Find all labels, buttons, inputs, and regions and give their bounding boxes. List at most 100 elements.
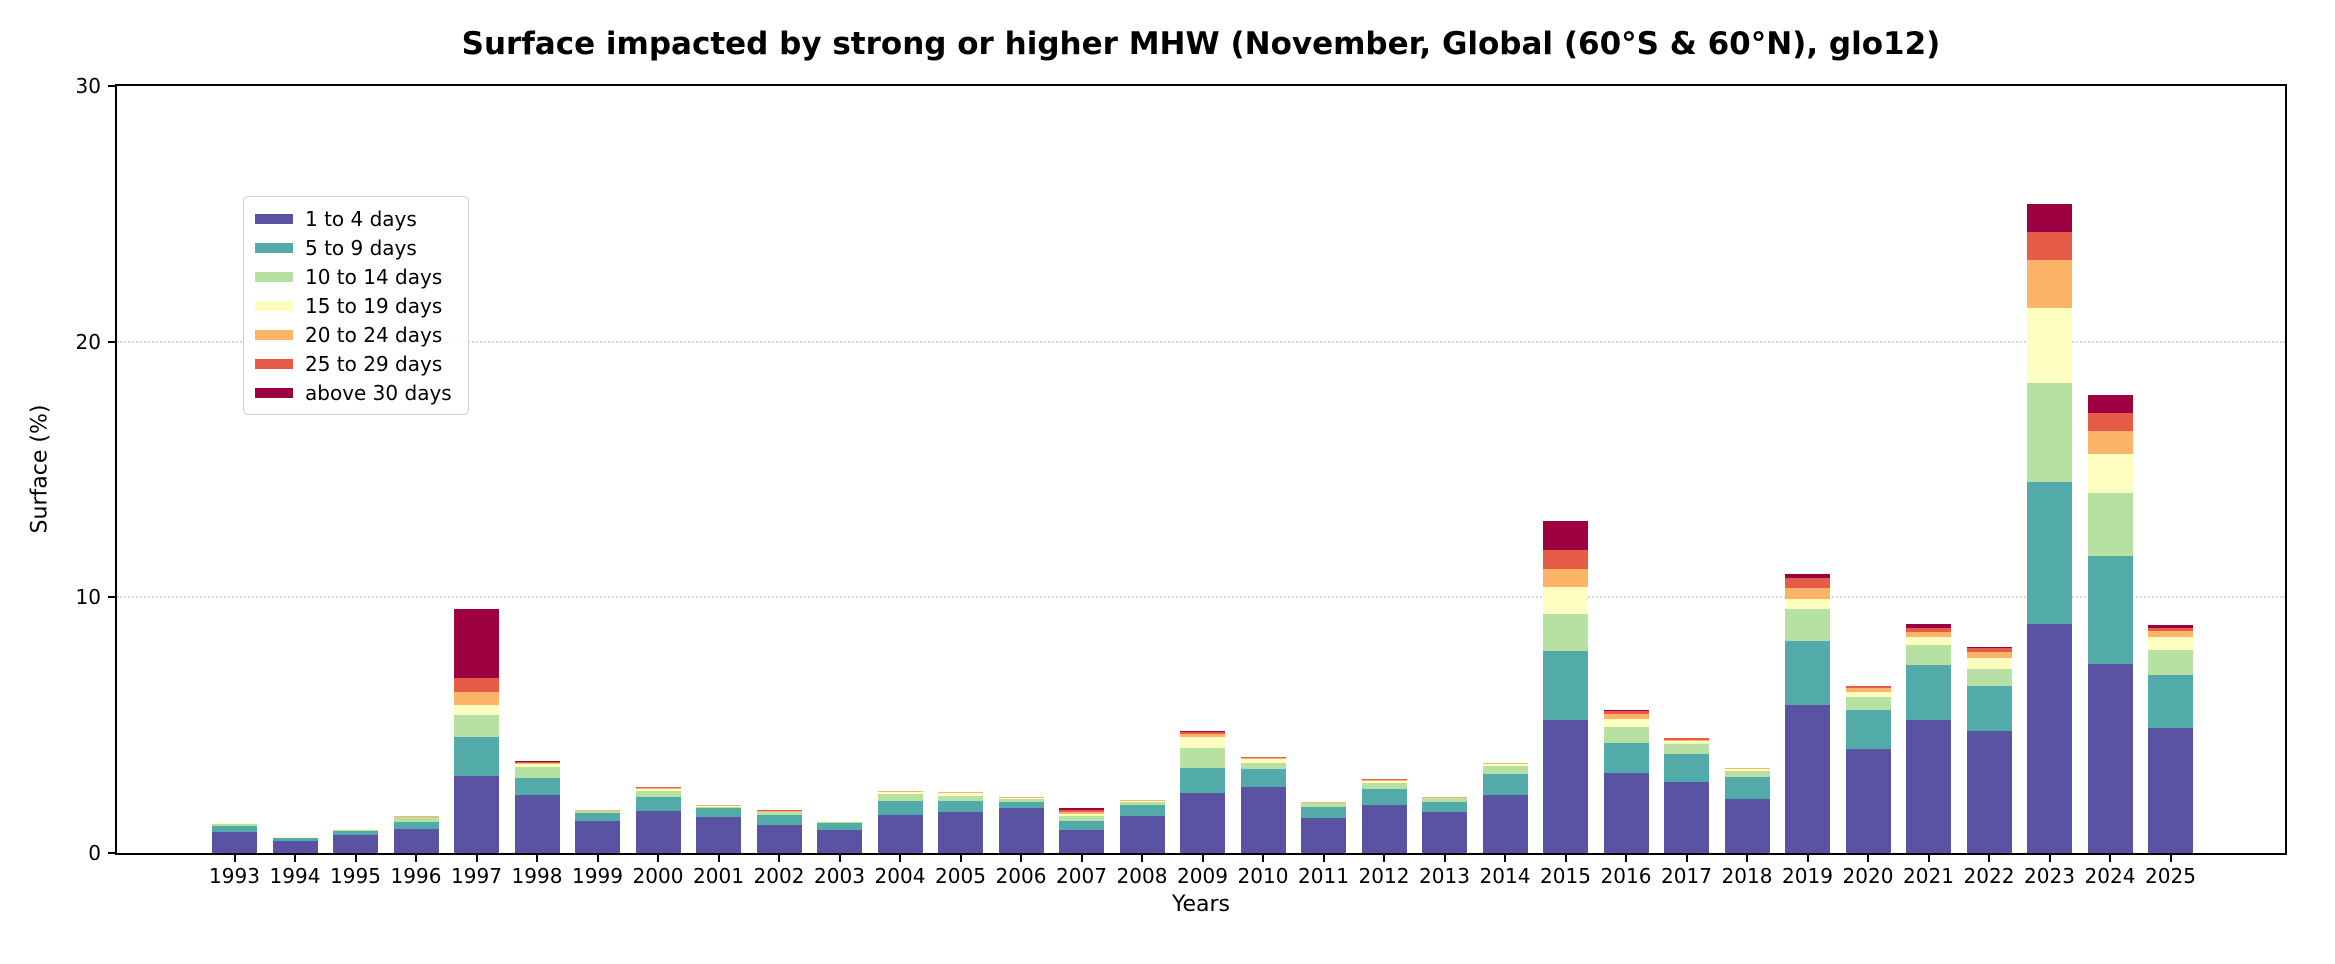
bar-segment [635,811,681,853]
x-tick-mark [1020,855,1022,862]
bar-segment [1482,765,1528,774]
bar-segment [1482,794,1528,853]
x-tick-mark [1504,855,1506,862]
bar-segment [1664,741,1709,744]
bar-segment [1603,718,1649,727]
bar-segment [1543,550,1588,570]
bar-segment [2027,203,2072,232]
bar-segment [2148,636,2193,650]
bar-segment [514,760,560,762]
bar-segment [756,810,802,812]
bar-segment [1664,739,1709,742]
x-tick-mark [1383,855,1385,862]
bar-segment [1906,637,1951,646]
bar-segment [212,832,257,853]
x-tick-mark [294,855,296,862]
bar-segment [575,813,620,822]
x-tick-mark [2048,855,2051,862]
gridline-10 [117,596,2285,599]
x-tick-mark [415,855,417,862]
bar-segment [1301,806,1346,819]
bar-segment [1724,777,1770,799]
bar-segment [1906,719,1951,853]
bar-segment [1724,767,1770,769]
x-tick-label: 2001 [693,864,744,888]
x-tick-mark [596,855,599,862]
bar-segment [272,836,318,838]
x-tick-label: 2016 [1600,864,1652,888]
bar-segment [998,797,1044,798]
bar-segment [1906,645,1951,666]
bar-segment [2148,649,2193,675]
bar-segment [2148,631,2193,637]
bar-segment [1180,793,1225,853]
legend-swatch [255,271,293,282]
x-tick-mark [1080,855,1083,862]
legend-swatch [255,358,293,369]
bar-segment [635,787,681,789]
x-tick-label: 1996 [390,864,442,888]
bar-segment [817,821,862,824]
legend-item: 5 to 9 days [255,233,452,262]
bar-segment [333,829,378,830]
bar-segment [1603,710,1649,715]
bar-segment [2148,728,2193,853]
x-tick-mark [1685,855,1688,862]
legend-item: 25 to 29 days [255,349,452,378]
chart-title: Surface impacted by strong or higher MHW… [461,26,1941,62]
legend-swatch [255,242,293,253]
x-tick-mark [838,855,841,862]
bar-segment [1422,801,1467,812]
bar-segment [1724,768,1770,772]
bar-segment [1180,767,1225,794]
y-tick-label: 0 [88,841,101,865]
x-tick-label: 2005 [935,864,986,888]
bar-segment [2087,492,2133,557]
bar-segment [1301,802,1346,804]
bar-segment [1664,782,1709,853]
bar-segment [1664,743,1709,754]
x-tick-mark [899,855,901,862]
bar-segment [1906,628,1951,633]
bar-segment [1059,809,1104,812]
bar-segment [1543,651,1588,721]
bar-segment [1906,624,1951,629]
bar-segment [1906,632,1951,638]
bar-segment [1059,816,1104,822]
legend-label: 25 to 29 days [305,351,443,376]
bar-segment [1603,709,1649,711]
x-tick-label: 2009 [1177,864,1228,888]
bar-segment [2087,556,2133,664]
bar-segment [1543,613,1588,652]
bar-segment [1966,685,2012,731]
bar-segment [1785,577,1830,588]
bar-segment [1785,609,1830,642]
bar-segment [635,797,681,812]
bar-segment [1845,685,1891,689]
bar-segment [1240,762,1286,769]
bar-segment [756,810,802,811]
bar-segment [272,837,318,839]
bar-segment [2087,454,2133,493]
x-tick-mark [959,855,962,862]
bar-segment [938,791,983,793]
bar-segment [333,830,378,832]
bar-segment [2087,395,2133,414]
bar-segment [1422,811,1467,853]
x-tick-label: 2012 [1358,864,1410,888]
x-tick-label: 1995 [330,864,381,888]
bar-segment [1785,599,1830,610]
legend-item: 20 to 24 days [255,320,452,349]
bar-segment [1724,771,1770,778]
x-tick-label: 2021 [1903,864,1954,888]
bar-segment [696,808,741,817]
bar-segment [817,823,862,830]
x-tick-mark [778,855,780,862]
x-tick-label: 2010 [1237,864,1289,888]
bar-segment [938,792,983,796]
bar-segment [998,797,1044,799]
bar-segment [1422,798,1467,802]
bar-segment [1543,720,1588,853]
bar-segment [1119,800,1165,801]
